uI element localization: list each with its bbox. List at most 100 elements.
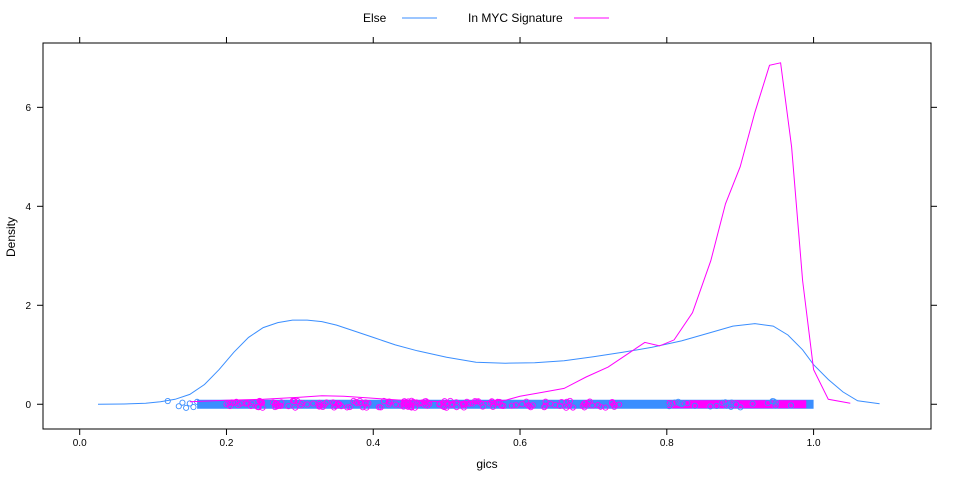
rug-point-signature xyxy=(334,401,342,408)
series-lines xyxy=(97,62,880,405)
rug-point-signature xyxy=(344,404,351,411)
rug-point-else xyxy=(190,404,197,411)
rug-band-signature xyxy=(666,400,807,409)
rug-point-else xyxy=(666,403,673,410)
rug-point-signature xyxy=(529,402,536,409)
rug-point-else xyxy=(691,402,698,409)
rug-point-signature xyxy=(512,402,519,409)
legend-label-signature: In MYC Signature xyxy=(468,11,563,25)
rug-point-signature xyxy=(297,402,304,409)
rug-point-signature xyxy=(397,402,405,409)
x-tick-label: 0.2 xyxy=(220,438,234,449)
rug-point-else xyxy=(764,399,771,407)
rug-point-signature xyxy=(254,403,261,410)
series-line-signature xyxy=(189,62,851,404)
rug-point-signature xyxy=(380,397,387,405)
rug-point-signature xyxy=(611,403,618,410)
rug-point-signature xyxy=(418,399,425,406)
rug-point-signature xyxy=(569,404,576,411)
legend: Else In MYC Signature xyxy=(363,11,609,25)
rug-point-signature xyxy=(558,398,565,406)
x-tick-label: 0.0 xyxy=(73,438,87,449)
x-axis-title: gics xyxy=(476,457,497,471)
legend-label-else: Else xyxy=(363,11,387,25)
rug-point-else xyxy=(186,400,193,407)
rug-point-signature xyxy=(440,399,447,406)
rug-point-signature xyxy=(408,404,415,411)
rug-point-else xyxy=(175,403,182,410)
rug-point-signature xyxy=(496,398,503,405)
rug-point-signature xyxy=(317,402,324,409)
rug-point-signature xyxy=(223,401,230,408)
rug-point-signature xyxy=(498,402,505,409)
plot-frame xyxy=(42,42,932,430)
rug-point-signature xyxy=(526,403,533,410)
rug-point-else xyxy=(671,399,678,406)
rug-point-signature xyxy=(477,400,485,407)
rug-point-signature xyxy=(610,401,617,408)
rug-point-signature xyxy=(321,401,328,408)
rug-point-signature xyxy=(304,401,311,408)
rug-point-signature xyxy=(358,400,365,407)
rug-point-signature xyxy=(401,398,408,405)
rug-point-signature xyxy=(527,404,534,411)
rug-point-signature xyxy=(542,402,549,409)
rug-point-signature xyxy=(519,401,526,408)
rug-point-else xyxy=(723,402,730,409)
y-tick-label: 6 xyxy=(25,103,31,114)
rug-point-signature xyxy=(310,400,317,407)
rug-point-else xyxy=(707,403,714,410)
rug-point-signature xyxy=(479,403,486,410)
x-tick-label: 0.6 xyxy=(513,438,527,449)
y-tick-label: 2 xyxy=(25,301,31,312)
x-axis: 0.0 0.2 0.4 0.6 0.8 1.0 xyxy=(73,37,821,449)
rug-point-signature xyxy=(581,400,589,407)
y-axis: 0 2 4 6 xyxy=(25,103,937,411)
x-tick-label: 0.4 xyxy=(366,438,380,449)
y-tick-label: 4 xyxy=(25,202,31,213)
rug-point-else xyxy=(770,398,777,405)
rug-point-else xyxy=(179,399,186,406)
rug-point-signature xyxy=(471,398,478,405)
rug-point-else xyxy=(749,400,756,407)
rug-points xyxy=(164,397,814,411)
rug-point-else xyxy=(728,399,735,406)
x-tick-label: 1.0 xyxy=(807,438,821,449)
rug-point-signature xyxy=(346,404,353,411)
rug-point-signature xyxy=(508,402,515,409)
rug-point-signature xyxy=(292,404,299,411)
rug-point-else xyxy=(667,401,674,408)
rug-point-signature xyxy=(285,403,292,410)
rug-point-else xyxy=(183,404,190,411)
rug-point-signature xyxy=(594,402,601,409)
rug-point-signature xyxy=(447,397,454,404)
rug-point-signature xyxy=(375,404,383,411)
rug-point-else xyxy=(737,404,744,411)
rug-point-signature xyxy=(581,404,588,411)
rug-point-else xyxy=(719,399,726,406)
rug-point-signature xyxy=(541,404,548,411)
rug-point-signature xyxy=(453,404,460,411)
rug-point-signature xyxy=(565,402,572,410)
rug-point-else xyxy=(713,402,720,409)
rug-point-signature xyxy=(272,399,279,407)
rug-point-signature xyxy=(237,400,244,407)
rug-point-signature xyxy=(405,403,412,410)
rug-point-signature xyxy=(338,403,345,410)
rug-point-signature xyxy=(259,399,266,406)
rug-point-signature xyxy=(290,397,297,404)
y-axis-title: Density xyxy=(4,217,18,257)
y-tick-label: 0 xyxy=(25,400,31,411)
rug-point-signature xyxy=(411,404,418,411)
rug-point-signature xyxy=(443,404,450,411)
rug-point-signature xyxy=(331,400,338,407)
rug-point-else xyxy=(678,400,685,407)
rug-point-signature xyxy=(465,400,472,407)
rug-point-signature xyxy=(243,400,251,407)
rug-point-signature xyxy=(460,402,467,409)
rug-point-signature xyxy=(552,402,559,409)
rug-point-signature xyxy=(363,404,370,411)
series-line-else xyxy=(97,319,880,405)
rug-point-else xyxy=(787,402,795,409)
